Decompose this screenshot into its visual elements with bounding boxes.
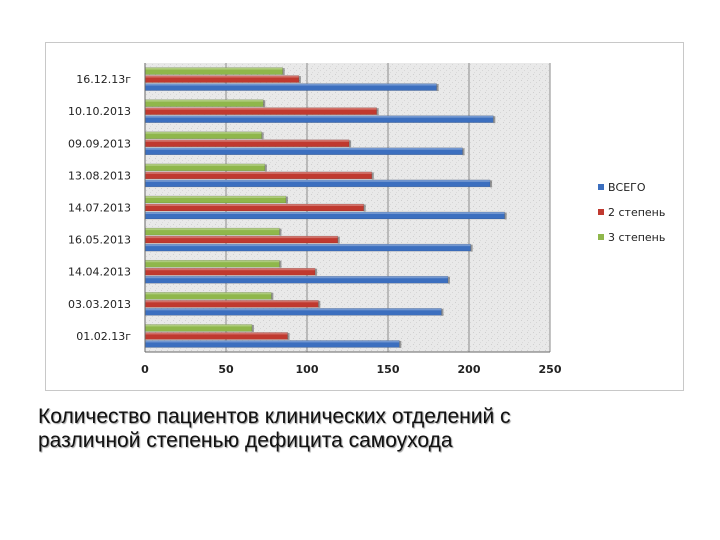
chart-caption: Количество пациентов клинических отделен…: [38, 405, 678, 453]
bar-end-shadow: [271, 292, 274, 300]
bar-end-shadow: [462, 148, 465, 156]
y-category-label: 16.05.2013: [68, 234, 131, 247]
bar-end-shadow: [363, 204, 366, 212]
bar-highlight: [145, 212, 505, 214]
bar-highlight: [145, 99, 264, 102]
y-category-label: 14.04.2013: [68, 266, 131, 279]
y-category-label: 01.02.13г: [76, 330, 131, 343]
bar-end-shadow: [279, 228, 282, 236]
bar-highlight: [145, 332, 288, 335]
y-category-label: 10.10.2013: [68, 105, 131, 118]
bar-highlight: [145, 196, 286, 198]
bar-end-shadow: [298, 76, 301, 84]
legend-label: 2 степень: [608, 206, 665, 219]
bar-highlight: [145, 324, 252, 327]
chart-frame: 0 50 100 150 200 250 16.12.13г 10.10.2013 09.09.…: [45, 42, 684, 391]
bar-end-shadow: [318, 300, 321, 308]
bar-end-shadow: [441, 308, 444, 316]
bar-highlight: [145, 292, 272, 295]
bar-end-shadow: [490, 180, 493, 188]
x-tick-label: 150: [377, 363, 400, 376]
bar-chart: 0 50 100 150 200 250 16.12.13г 10.10.2013 09.09.…: [68, 63, 665, 376]
caption-line-2: различной степенью дефицита самоухода: [38, 429, 453, 452]
bar-end-shadow: [447, 276, 450, 284]
bar-highlight: [145, 260, 280, 263]
legend-swatch: [598, 234, 604, 240]
legend-swatch: [598, 184, 604, 190]
bar-highlight: [145, 147, 463, 150]
bar-end-shadow: [436, 84, 439, 92]
bar-end-shadow: [399, 340, 402, 348]
bar-end-shadow: [287, 332, 290, 340]
bar-end-shadow: [263, 100, 266, 108]
bar-highlight: [145, 115, 494, 118]
bar-end-shadow: [282, 68, 285, 76]
bar-end-shadow: [376, 108, 379, 116]
x-tick-label: 0: [141, 363, 149, 376]
y-category-label: 03.03.2013: [68, 298, 131, 311]
bar-end-shadow: [251, 324, 254, 332]
bar-highlight: [145, 276, 448, 279]
bar-highlight: [145, 67, 283, 70]
bar-highlight: [145, 300, 319, 303]
bar-end-shadow: [264, 164, 267, 172]
bar-highlight: [145, 244, 471, 247]
bar-end-shadow: [315, 268, 318, 276]
bar-end-shadow: [285, 196, 288, 204]
bar-highlight: [145, 204, 364, 206]
bar-end-shadow: [349, 140, 352, 148]
bar-highlight: [145, 139, 350, 142]
y-category-label: 13.08.2013: [68, 169, 131, 182]
bar-end-shadow: [470, 244, 473, 252]
x-tick-label: 50: [218, 363, 234, 376]
y-category-label: 16.12.13г: [76, 73, 131, 86]
bar-end-shadow: [279, 260, 282, 268]
bar-end-shadow: [261, 132, 264, 140]
caption-line-1: Количество пациентов клинических отделен…: [38, 405, 511, 428]
bar-highlight: [145, 107, 377, 110]
bar-highlight: [145, 268, 316, 271]
bar-end-shadow: [504, 212, 507, 220]
bar-highlight: [145, 179, 491, 182]
y-category-label: 14.07.2013: [68, 202, 131, 215]
bar-highlight: [145, 163, 265, 166]
bar-highlight: [145, 171, 372, 174]
x-tick-label: 250: [539, 363, 562, 376]
bar-end-shadow: [337, 236, 340, 244]
legend-swatch: [598, 209, 604, 215]
bar-highlight: [145, 228, 280, 231]
bar-highlight: [145, 340, 400, 343]
legend-label: 3 степень: [608, 231, 665, 244]
legend-label: ВСЕГО: [608, 181, 646, 194]
bar-end-shadow: [493, 116, 496, 124]
x-tick-label: 200: [458, 363, 481, 376]
bar-end-shadow: [371, 172, 374, 180]
bar-highlight: [145, 236, 338, 239]
bar-highlight: [145, 131, 262, 134]
x-tick-label: 100: [296, 363, 319, 376]
bar-highlight: [145, 83, 437, 86]
bar-highlight: [145, 308, 442, 311]
y-category-label: 09.09.2013: [68, 137, 131, 150]
bar-highlight: [145, 75, 299, 78]
